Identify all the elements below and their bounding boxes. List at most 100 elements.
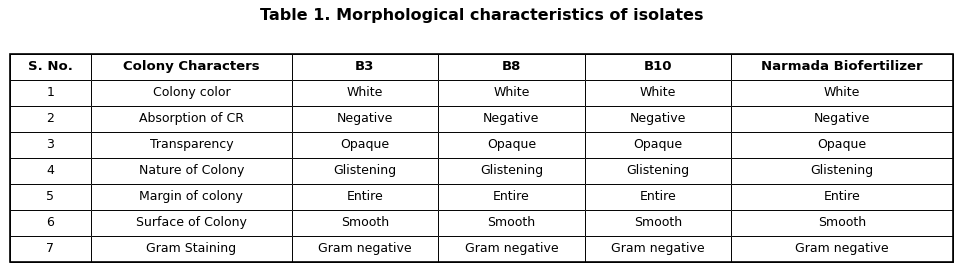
Bar: [292, 132, 438, 158]
Bar: [731, 54, 953, 80]
Bar: [10, 106, 91, 132]
Bar: [10, 80, 91, 106]
Bar: [292, 236, 438, 262]
Text: Entire: Entire: [493, 190, 530, 203]
Bar: [10, 184, 91, 210]
Text: Opaque: Opaque: [634, 139, 683, 151]
Bar: [10, 80, 91, 106]
Bar: [438, 80, 585, 106]
Bar: [585, 184, 731, 210]
Bar: [10, 184, 91, 210]
Bar: [292, 80, 438, 106]
Bar: [438, 106, 585, 132]
Bar: [438, 184, 585, 210]
Text: Smooth: Smooth: [487, 217, 535, 230]
Bar: [585, 236, 731, 262]
Text: Opaque: Opaque: [340, 139, 389, 151]
Text: Margin of colony: Margin of colony: [140, 190, 244, 203]
Text: Opaque: Opaque: [818, 139, 867, 151]
Bar: [585, 184, 731, 210]
Bar: [292, 236, 438, 262]
Bar: [10, 54, 91, 80]
Bar: [731, 54, 953, 80]
Bar: [10, 236, 91, 262]
Bar: [731, 80, 953, 106]
Text: Gram Staining: Gram Staining: [146, 242, 236, 255]
Bar: [91, 236, 292, 262]
Bar: [438, 210, 585, 236]
Bar: [585, 106, 731, 132]
Bar: [731, 80, 953, 106]
Bar: [292, 106, 438, 132]
Text: Glistening: Glistening: [811, 164, 873, 177]
Text: Opaque: Opaque: [486, 139, 535, 151]
Bar: [731, 158, 953, 184]
Text: Negative: Negative: [337, 113, 393, 126]
Bar: [91, 54, 292, 80]
Text: Surface of Colony: Surface of Colony: [136, 217, 247, 230]
Bar: [731, 184, 953, 210]
Text: Nature of Colony: Nature of Colony: [139, 164, 244, 177]
Bar: [731, 106, 953, 132]
Bar: [585, 132, 731, 158]
Bar: [10, 54, 953, 262]
Bar: [731, 184, 953, 210]
Bar: [10, 236, 91, 262]
Text: Colony color: Colony color: [152, 86, 230, 99]
Bar: [10, 158, 91, 184]
Bar: [731, 132, 953, 158]
Bar: [731, 210, 953, 236]
Bar: [10, 210, 91, 236]
Text: Smooth: Smooth: [341, 217, 389, 230]
Text: 5: 5: [46, 190, 54, 203]
Bar: [585, 210, 731, 236]
Text: Glistening: Glistening: [480, 164, 543, 177]
Text: White: White: [347, 86, 383, 99]
Bar: [585, 236, 731, 262]
Bar: [438, 236, 585, 262]
Text: Entire: Entire: [639, 190, 676, 203]
Bar: [585, 132, 731, 158]
Bar: [91, 210, 292, 236]
Bar: [585, 158, 731, 184]
Bar: [91, 132, 292, 158]
Text: Gram negative: Gram negative: [795, 242, 889, 255]
Text: Colony Characters: Colony Characters: [123, 60, 260, 73]
Text: Negative: Negative: [483, 113, 539, 126]
Bar: [91, 184, 292, 210]
Text: B10: B10: [643, 60, 672, 73]
Bar: [585, 54, 731, 80]
Text: Entire: Entire: [823, 190, 861, 203]
Bar: [91, 80, 292, 106]
Bar: [91, 184, 292, 210]
Bar: [438, 158, 585, 184]
Bar: [10, 132, 91, 158]
Bar: [91, 80, 292, 106]
Bar: [731, 210, 953, 236]
Bar: [438, 184, 585, 210]
Bar: [438, 158, 585, 184]
Bar: [292, 54, 438, 80]
Text: 7: 7: [46, 242, 54, 255]
Text: 4: 4: [46, 164, 54, 177]
Bar: [91, 236, 292, 262]
Bar: [585, 80, 731, 106]
Text: Negative: Negative: [630, 113, 686, 126]
Bar: [292, 210, 438, 236]
Bar: [585, 158, 731, 184]
Text: Negative: Negative: [814, 113, 871, 126]
Text: 2: 2: [46, 113, 54, 126]
Text: B3: B3: [355, 60, 375, 73]
Bar: [292, 54, 438, 80]
Bar: [10, 106, 91, 132]
Bar: [292, 210, 438, 236]
Text: B8: B8: [502, 60, 521, 73]
Text: 6: 6: [46, 217, 54, 230]
Bar: [585, 106, 731, 132]
Text: White: White: [639, 86, 676, 99]
Bar: [91, 106, 292, 132]
Bar: [731, 158, 953, 184]
Bar: [10, 54, 91, 80]
Text: Gram negative: Gram negative: [464, 242, 559, 255]
Bar: [731, 236, 953, 262]
